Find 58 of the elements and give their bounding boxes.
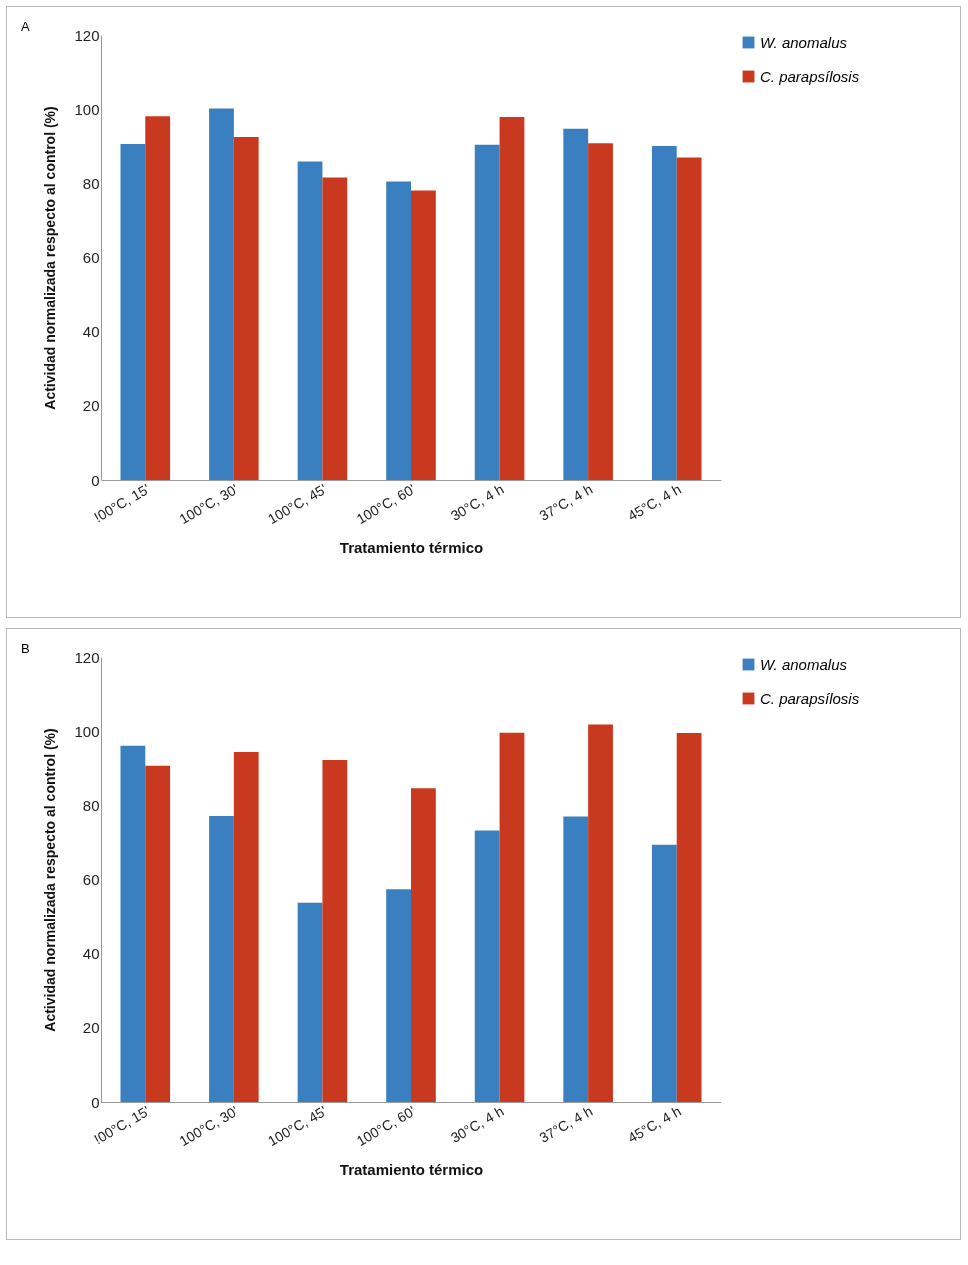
bar bbox=[233, 136, 259, 480]
bar bbox=[588, 143, 613, 480]
legend-label: C. parapsílosis bbox=[760, 67, 860, 85]
bar bbox=[676, 733, 702, 1102]
y-tick-label: 120 bbox=[74, 648, 100, 666]
y-tick-label: 40 bbox=[82, 945, 100, 963]
y-tick-label: 80 bbox=[82, 174, 100, 192]
bar bbox=[386, 181, 411, 480]
y-tick-label: 0 bbox=[91, 471, 100, 489]
bar bbox=[322, 760, 348, 1102]
bar bbox=[651, 844, 677, 1102]
x-axis-title: Tratamiento térmico bbox=[339, 1161, 484, 1179]
bar bbox=[588, 724, 613, 1102]
y-tick-label: 0 bbox=[91, 1093, 100, 1111]
bar bbox=[297, 161, 323, 480]
legend-label: W. anomalus bbox=[760, 33, 848, 51]
x-tick-label: 37°C, 4 h bbox=[536, 1102, 596, 1146]
bar bbox=[120, 745, 146, 1102]
bar bbox=[563, 128, 589, 480]
x-tick-label: 45°C, 4 h bbox=[625, 480, 684, 524]
bar bbox=[297, 902, 323, 1102]
x-tick-label: 45°C, 4 h bbox=[625, 1102, 684, 1146]
y-tick-label: 60 bbox=[82, 871, 100, 888]
y-tick-label: 100 bbox=[74, 722, 100, 740]
bar bbox=[386, 889, 411, 1102]
y-tick-label: 100 bbox=[74, 100, 100, 118]
x-axis-title: Tratamiento térmico bbox=[339, 539, 484, 557]
chart-title: B bbox=[21, 641, 30, 656]
bar bbox=[145, 765, 171, 1102]
bar bbox=[474, 144, 500, 480]
bar bbox=[120, 144, 146, 480]
y-axis-title: Actividad normalizada respecto al control (%) bbox=[42, 106, 59, 410]
x-tick-label: 30°C, 4 h bbox=[447, 1102, 507, 1146]
bar bbox=[233, 751, 259, 1102]
legend-label: C. parapsílosis bbox=[760, 689, 860, 707]
x-tick-label: 37°C, 4 h bbox=[536, 480, 596, 524]
bar bbox=[499, 732, 525, 1102]
bar bbox=[563, 816, 589, 1102]
bar bbox=[411, 788, 436, 1102]
bar bbox=[676, 157, 702, 480]
y-tick-label: 60 bbox=[82, 249, 100, 266]
y-tick-label: 20 bbox=[82, 1019, 100, 1037]
bar bbox=[499, 116, 525, 480]
bar bbox=[145, 116, 171, 480]
y-tick-label: 80 bbox=[82, 796, 100, 814]
bar bbox=[322, 177, 348, 480]
bar bbox=[651, 145, 677, 480]
x-tick-label: 30°C, 4 h bbox=[447, 480, 507, 524]
y-tick-label: 40 bbox=[82, 323, 100, 341]
bar bbox=[411, 190, 436, 480]
y-axis-title: Actividad normalizada respecto al control (%) bbox=[42, 728, 59, 1032]
y-tick-label: 120 bbox=[74, 26, 100, 44]
bar bbox=[209, 108, 234, 480]
chart-title: A bbox=[21, 19, 30, 34]
legend-label: W. anomalus bbox=[760, 655, 848, 673]
bar bbox=[474, 830, 500, 1102]
y-tick-label: 20 bbox=[82, 397, 100, 415]
bar bbox=[209, 816, 234, 1102]
